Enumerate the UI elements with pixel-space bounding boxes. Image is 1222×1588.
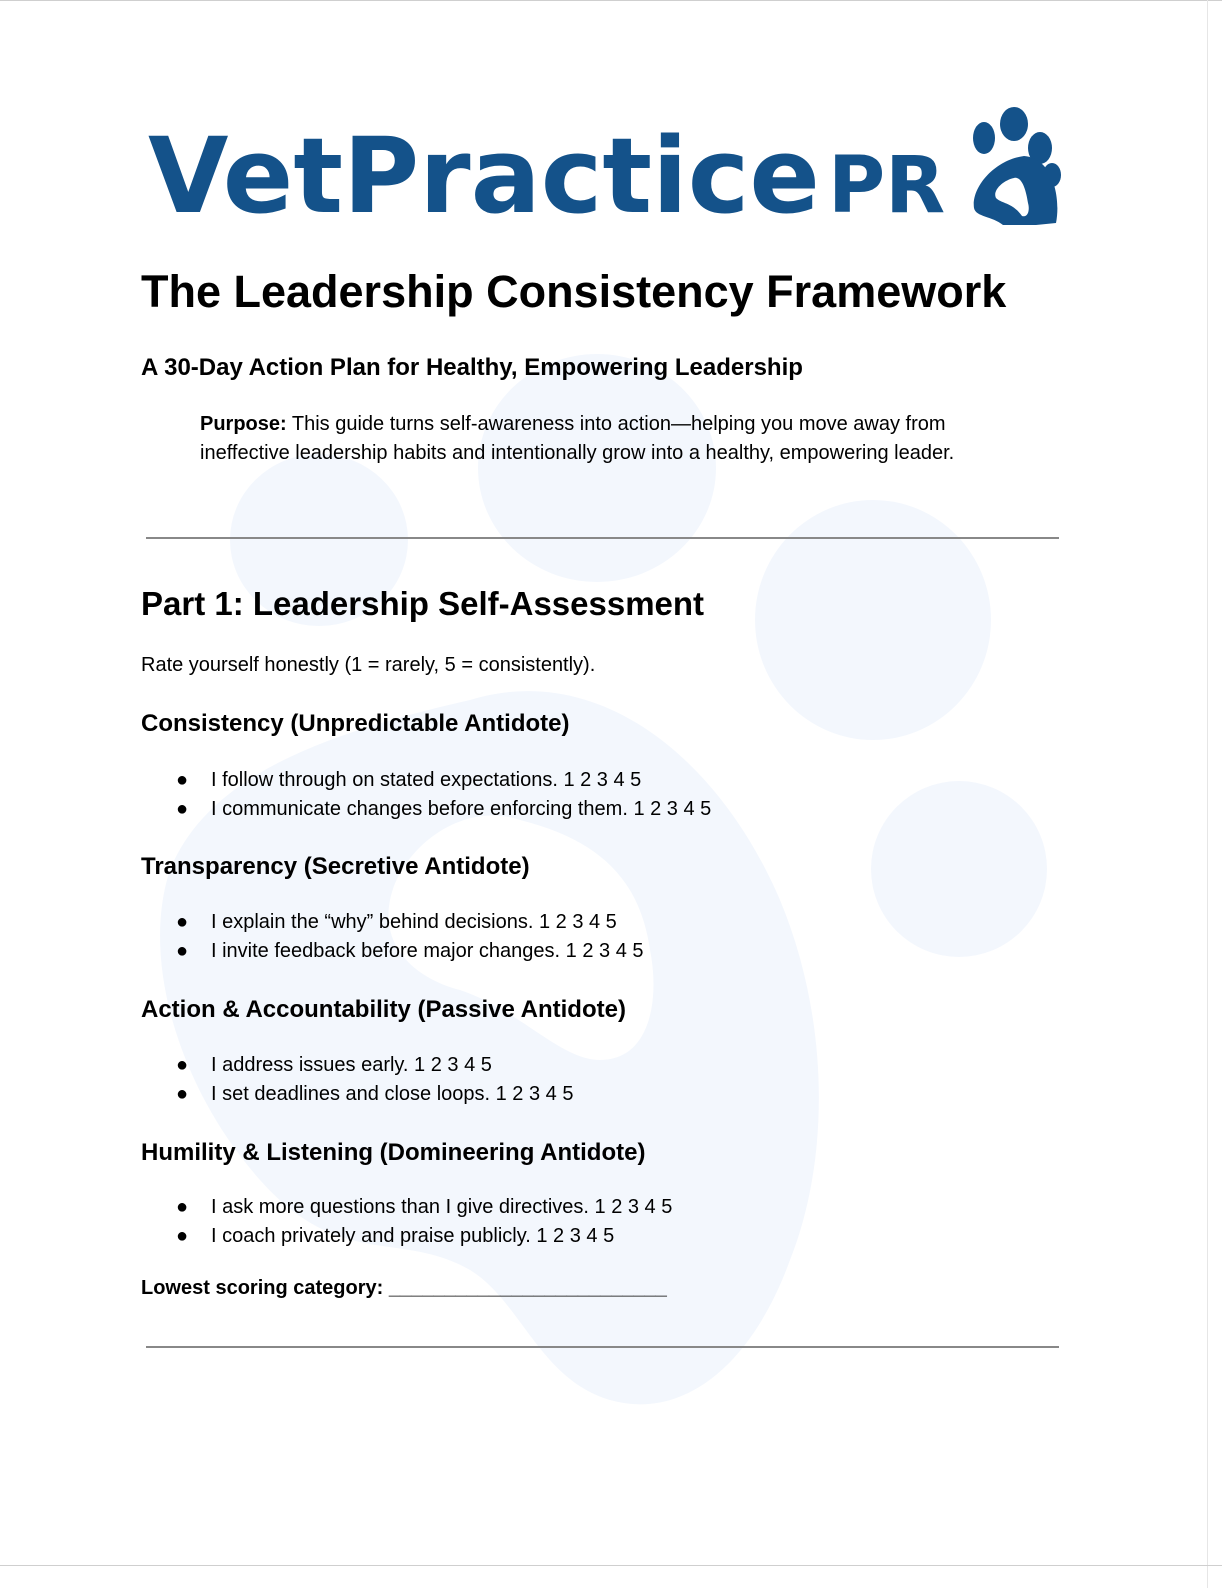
divider	[146, 1346, 1059, 1348]
instructions: Rate yourself honestly (1 = rarely, 5 = …	[141, 654, 596, 676]
divider	[146, 537, 1059, 539]
list-item: ● I follow through on stated expectations…	[176, 769, 642, 791]
page-edge	[0, 1565, 1222, 1566]
list-item: ● I coach privately and praise publicly. …	[176, 1225, 615, 1247]
category-list: ● I address issues early. 1 2 3 4 5 ● I se…	[170, 1051, 573, 1109]
purpose-paragraph: Purpose: This guide turns self-awareness…	[200, 410, 1030, 468]
purpose-label: Purpose:	[200, 413, 287, 435]
document-subtitle: A 30-Day Action Plan for Healthy, Empowe…	[141, 354, 803, 381]
vetpracticepro-logo: VetPractice PR	[148, 107, 1061, 225]
list-item: ● I invite feedback before major changes.…	[176, 940, 644, 962]
category-heading: Action & Accountability (Passive Antidot…	[141, 996, 626, 1023]
document-title: The Leadership Consistency Framework	[141, 266, 1007, 317]
category-list: ● I follow through on stated expectations…	[170, 766, 711, 824]
lowest-scoring-category: Lowest scoring category: _______________…	[141, 1277, 667, 1299]
lowest-category-blank[interactable]: _________________________	[388, 1277, 667, 1299]
category-heading: Humility & Listening (Domineering Antido…	[141, 1139, 646, 1166]
list-item: ● I communicate changes before enforcing …	[176, 798, 712, 820]
part1-heading: Part 1: Leadership Self-Assessment	[141, 585, 705, 622]
page-edge	[0, 0, 1222, 1]
list-item: ● I set deadlines and close loops. 1 2 3 …	[176, 1083, 574, 1105]
category-list: ● I ask more questions than I give direct…	[170, 1193, 672, 1251]
purpose-text: This guide turns self-awareness into act…	[200, 413, 955, 464]
list-item: ● I address issues early. 1 2 3 4 5	[176, 1054, 492, 1076]
category-heading: Transparency (Secretive Antidote)	[141, 853, 530, 880]
list-item: ● I explain the “why” behind decisions. 1…	[176, 911, 617, 933]
list-item: ● I ask more questions than I give direct…	[176, 1196, 673, 1218]
category-heading: Consistency (Unpredictable Antidote)	[141, 710, 570, 737]
category-list: ● I explain the “why” behind decisions. 1…	[170, 908, 644, 966]
page-edge	[1207, 0, 1208, 1588]
